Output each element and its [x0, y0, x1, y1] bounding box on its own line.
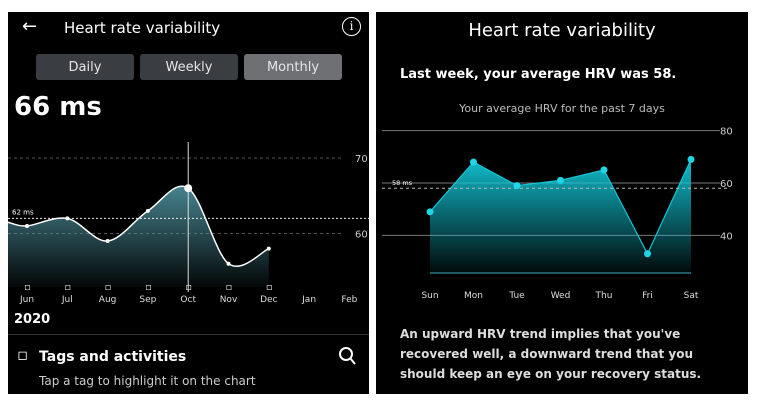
area-fill	[430, 159, 691, 273]
data-point	[25, 223, 29, 228]
x-tick-label: Wed	[551, 291, 571, 301]
page-title: Heart rate variability	[64, 19, 221, 37]
hrv-trend-note: An upward HRV trend implies that you've …	[400, 327, 702, 381]
x-tick-label: Sat	[684, 291, 699, 301]
tags-title: Tags and activities	[39, 349, 187, 365]
x-tick-label: Feb	[341, 295, 357, 305]
data-point	[184, 184, 193, 193]
x-tick-label: Dec	[260, 295, 277, 305]
weekly-hrv-chart: 40 60 80 58 ms Sun Mon Tue Wed Thu Fri Sat	[382, 127, 733, 301]
data-point	[470, 158, 477, 166]
current-value: 66 ms	[14, 92, 102, 122]
data-point	[145, 208, 150, 213]
y-tick-label: 40	[720, 231, 733, 242]
tab-daily[interactable]: Daily	[36, 54, 134, 80]
y-tick-label: 60	[720, 179, 733, 190]
back-arrow-icon[interactable]: ←	[22, 16, 38, 37]
x-tick-label: Sep	[139, 295, 156, 305]
y-tick-label: 60	[355, 230, 368, 241]
x-tick-label: Sun	[421, 291, 438, 301]
data-point	[426, 208, 434, 216]
info-icon[interactable]: i	[342, 17, 361, 36]
data-point	[557, 176, 564, 184]
monthly-hrv-screen: ← Heart rate variability i Daily Weekly …	[8, 12, 369, 394]
tag-icon: ◇	[11, 344, 33, 366]
tags-hint: Tap a tag to highlight it on the chart	[39, 374, 256, 388]
data-point	[644, 250, 651, 258]
x-tick-label: Fri	[642, 291, 653, 301]
data-point	[65, 216, 70, 221]
tab-weekly[interactable]: Weekly	[140, 54, 238, 80]
chart-caption: Your average HRV for the past 7 days	[459, 102, 665, 115]
x-tick-label: Aug	[99, 295, 117, 305]
x-tick-label: Tue	[508, 291, 525, 301]
average-label: 58 ms	[392, 179, 413, 187]
series-line	[8, 185, 270, 267]
year-label: 2020	[14, 312, 51, 327]
page-title: Heart rate variability	[468, 20, 656, 41]
weekly-hrv-screen: Heart rate variability Last week, your a…	[376, 12, 748, 394]
y-tick-label: 80	[720, 127, 733, 138]
x-tick-label: Jul	[61, 295, 73, 305]
x-tick-label: Thu	[595, 291, 613, 301]
tab-monthly[interactable]: Monthly	[244, 54, 342, 80]
average-label: 62 ms	[12, 208, 34, 216]
search-icon[interactable]	[338, 346, 358, 366]
data-point	[513, 182, 521, 190]
data-point	[687, 155, 695, 163]
weekly-summary: Last week, your average HRV was 58.	[400, 67, 677, 82]
x-tick-label: Jan	[301, 295, 316, 305]
x-tick-label: Mon	[464, 291, 483, 301]
data-point	[105, 239, 110, 244]
data-point	[266, 246, 271, 251]
divider	[8, 334, 369, 335]
tag-icon: ◇	[264, 282, 276, 294]
x-tick-label: Oct	[180, 295, 196, 305]
data-point	[226, 261, 231, 266]
y-tick-label: 70	[355, 154, 368, 165]
x-tick-label: Nov	[220, 295, 238, 305]
area-fill	[8, 186, 269, 287]
x-tick-label: Jun	[19, 295, 34, 305]
data-point	[600, 166, 608, 174]
